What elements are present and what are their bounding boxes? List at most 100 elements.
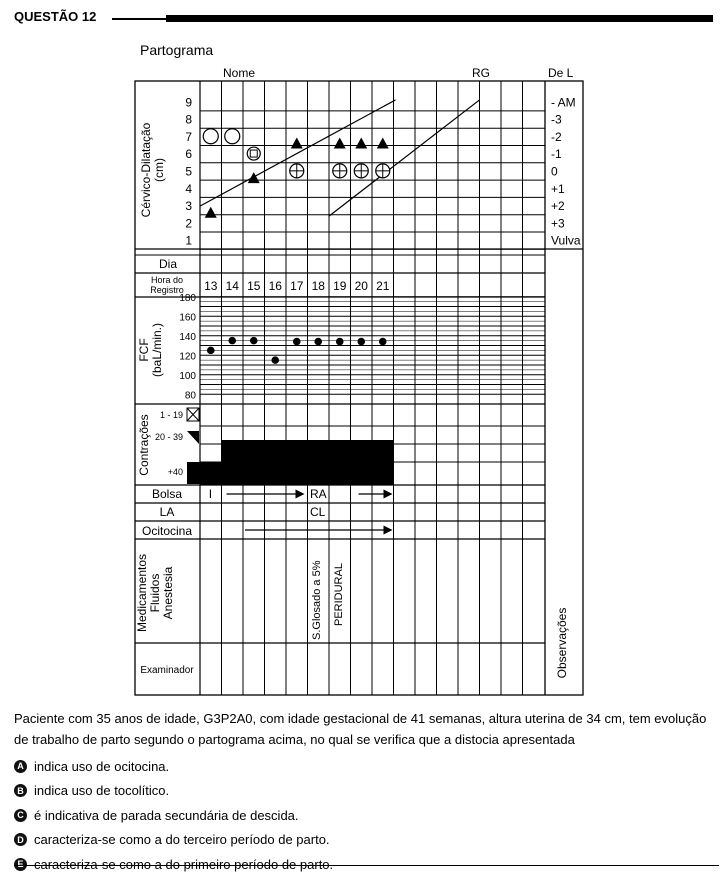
question-title: QUESTÃO 12	[14, 9, 97, 24]
option-a-text: indica uso de ocitocina.	[34, 758, 170, 774]
dilation-triangle	[204, 206, 217, 218]
legend-weak-x	[186, 407, 200, 422]
partograph-grid	[134, 80, 584, 696]
hour-tick: 21	[376, 279, 390, 293]
chart-marks	[186, 128, 394, 535]
med-glicose: S.Glosado a 5%	[311, 560, 323, 640]
hour-tick: 18	[312, 279, 326, 293]
option-c-text: é indicativa de parada secundária de des…	[34, 807, 299, 823]
contraction-bar	[350, 440, 373, 485]
partograph-chart: Partograma Nome RG De L Cérvico-Dilataçã…	[134, 42, 584, 696]
ocitocina-label: Ocitocina	[142, 524, 192, 538]
contraction-tick: 1 - 19	[160, 410, 183, 420]
legend-medium-box	[187, 431, 199, 444]
medicamentos-label: Medicamentos	[135, 554, 149, 632]
contraction-bar	[286, 440, 308, 485]
contraction-tick: +40	[168, 467, 183, 477]
bolsa-label: Bolsa	[152, 487, 182, 501]
examinador-label: Examinador	[140, 665, 194, 676]
nome-label: Nome	[223, 66, 255, 80]
fhr-dot	[357, 337, 366, 346]
station-tick: - AM	[551, 95, 576, 109]
contraction-bar	[307, 440, 330, 485]
fhr-dot	[228, 336, 237, 345]
partograma-title: Partograma	[140, 42, 213, 58]
dilation-triangle	[247, 172, 260, 184]
fluidos-label: Fluidos	[148, 574, 162, 613]
la-label: LA	[160, 505, 175, 519]
hour-tick: 13	[204, 279, 218, 293]
fhr-dot	[249, 336, 258, 345]
fhr-dot	[378, 337, 387, 346]
fcf-tick: 100	[179, 371, 196, 382]
hora-label-2: Registro	[150, 285, 184, 295]
frame	[134, 80, 584, 696]
contraction-bar	[200, 462, 222, 485]
bolsa-arrow-2-head	[383, 489, 393, 499]
station-tick: Vulva	[551, 234, 581, 248]
del-label: De L	[548, 66, 574, 80]
legend-strong-box	[187, 462, 200, 484]
hora-label-1: Hora do	[151, 275, 183, 285]
dilation-tick: 9	[185, 95, 192, 109]
presentation-circle	[224, 128, 241, 145]
bottom-rule	[14, 865, 719, 866]
option-c-badge: C	[14, 808, 27, 822]
station-tick: +1	[551, 182, 565, 196]
option-a-badge: A	[14, 759, 27, 773]
dilation-triangle	[355, 137, 368, 149]
station-tick: -3	[551, 113, 562, 127]
station-tick: 0	[551, 165, 558, 179]
station-tick: -2	[551, 130, 562, 144]
contraction-tick: 20 - 39	[155, 432, 183, 442]
fcf-unit: (baL/min.)	[150, 323, 164, 377]
observacoes-label: Observações	[555, 608, 569, 679]
action-line	[328, 99, 480, 217]
option-b-badge: B	[14, 784, 27, 798]
bolsa-arrow-1-head	[295, 489, 305, 499]
option-d-text: caracteriza-se como a do terceiro períod…	[34, 832, 330, 848]
fcf-tick: 120	[179, 351, 196, 362]
contraction-bar	[329, 440, 351, 485]
option-d-badge: D	[14, 833, 27, 847]
presentation-circle	[202, 128, 219, 145]
option-b-text: indica uso de tocolítico.	[34, 783, 170, 799]
dilation-tick: 2	[185, 216, 192, 230]
fcf-tick: 180	[179, 293, 196, 304]
dilation-triangle	[333, 137, 346, 149]
dilation-unit: (cm)	[152, 158, 166, 182]
fcf-label: FCF	[137, 338, 151, 361]
dilation-tick: 3	[185, 199, 192, 213]
la-value: CL	[310, 505, 326, 519]
dilation-triangle	[376, 137, 389, 149]
dilation-triangle	[290, 137, 303, 149]
hour-tick: 19	[333, 279, 347, 293]
dilation-tick: 6	[185, 147, 192, 161]
contraction-bar	[372, 440, 394, 485]
dilation-label: Cérvico-Dilatação	[139, 122, 153, 217]
bolsa-intact: I	[209, 487, 212, 501]
med-peridural: PERIDURAL	[333, 563, 345, 626]
presentation-circle-square	[246, 146, 261, 161]
rg-label: RG	[472, 66, 490, 80]
station-tick: +2	[551, 199, 565, 213]
title-rule-thick	[166, 15, 713, 22]
fhr-dot	[271, 356, 280, 364]
contraction-bar	[264, 440, 287, 485]
anestesia-label: Anestesia	[161, 566, 175, 619]
fhr-dot	[206, 346, 215, 355]
fhr-dot	[335, 337, 344, 346]
station-tick: -1	[551, 147, 562, 161]
dilation-tick: 4	[185, 182, 192, 196]
dilation-tick: 7	[185, 130, 192, 144]
title-rule-thin	[112, 18, 167, 20]
contraction-bar	[221, 440, 244, 485]
dilation-tick: 1	[185, 234, 192, 248]
fcf-tick: 160	[179, 312, 196, 323]
